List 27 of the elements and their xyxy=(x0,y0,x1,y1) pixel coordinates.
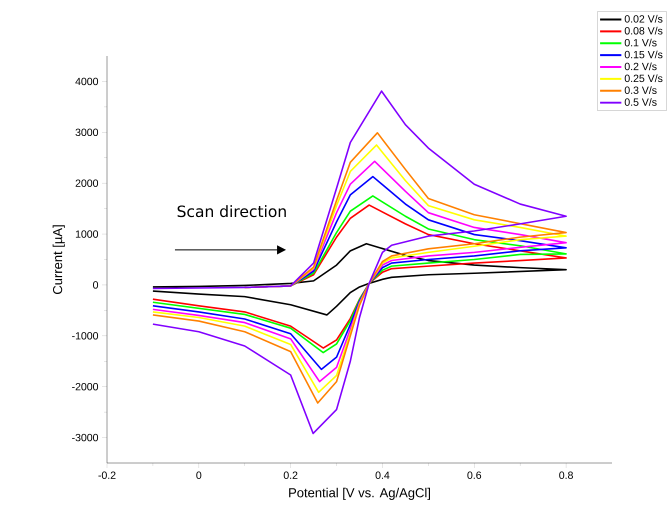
legend-label: 0.3 V/s xyxy=(624,86,657,94)
y-axis-title: Current [µA] xyxy=(52,225,65,294)
legend-label: 0.15 V/s xyxy=(624,50,662,58)
y-tick-label: 3000 xyxy=(76,128,98,136)
legend-label: 0.5 V/s xyxy=(624,98,657,106)
legend-label: 0.02 V/s xyxy=(624,14,662,23)
line-series xyxy=(152,242,567,316)
legend-label: 0.25 V/s xyxy=(624,74,662,82)
y-tick-label: 4000 xyxy=(75,78,98,86)
y-tick-label: 1000 xyxy=(76,230,98,238)
x-tick-label: 0 xyxy=(196,472,202,479)
x-tick-label: -0.2 xyxy=(98,472,116,479)
annotation: Scan direction xyxy=(178,205,286,218)
x-tick-label: 0.2 xyxy=(284,472,298,479)
legend-label: 0.1 V/s xyxy=(624,38,657,46)
y-tick-label: 0 xyxy=(93,281,98,289)
y-tick-label: 2000 xyxy=(76,179,98,187)
x-tick-label: 0.4 xyxy=(376,472,390,479)
x-axis-title: Potential [V vs. Ag/AgCl] xyxy=(289,488,430,500)
x-tick-label: 0.6 xyxy=(467,472,482,479)
y-tick-label: -1000 xyxy=(72,332,98,340)
legend-label: 0.08 V/s xyxy=(624,26,662,35)
y-tick-label: -2000 xyxy=(72,382,98,390)
legend-label: 0.2 V/s xyxy=(624,62,657,70)
y-tick-label: -3000 xyxy=(72,434,98,442)
line-series xyxy=(152,90,567,434)
x-tick-label: 0.8 xyxy=(559,472,573,479)
